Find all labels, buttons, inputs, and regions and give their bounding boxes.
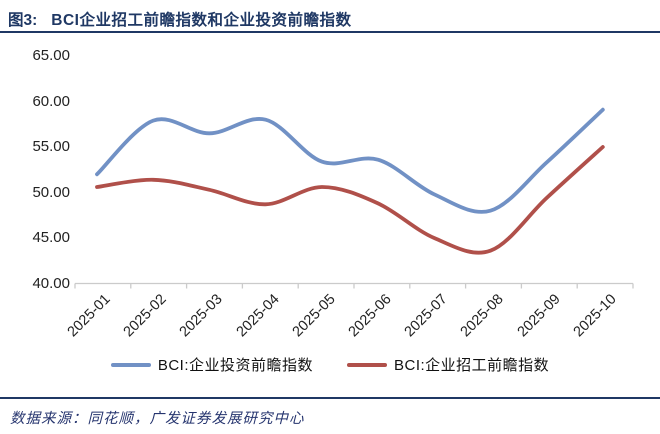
x-axis-line [74, 282, 634, 289]
figure-footer: 数据来源：同花顺，广发证券发展研究中心 [0, 397, 660, 434]
series-line-1 [95, 145, 605, 255]
y-tick-label: 50.00 [32, 183, 70, 201]
legend-item-0: BCI:企业投资前瞻指数 [110, 354, 313, 375]
legend-label: BCI:企业招工前瞻指数 [394, 357, 550, 374]
chart-legend: BCI:企业投资前瞻指数 BCI:企业招工前瞻指数 [0, 354, 660, 375]
figure-header: 图3: BCI企业招工前瞻指数和企业投资前瞻指数 [0, 0, 660, 33]
figure-number-label: 图3: [8, 12, 38, 29]
legend-label: BCI:企业投资前瞻指数 [157, 357, 313, 374]
series-line-0 [95, 107, 605, 214]
y-tick-label: 65.00 [32, 47, 70, 64]
figure-title: BCI企业招工前瞻指数和企业投资前瞻指数 [51, 12, 352, 29]
y-tick-label: 55.00 [32, 138, 70, 155]
source-label: 数据来源： [10, 411, 88, 427]
legend-item-1: BCI:企业招工前瞻指数 [347, 354, 549, 375]
y-tick-label: 40.00 [32, 274, 70, 292]
y-tick-label: 45.00 [32, 229, 70, 246]
y-tick-label: 60.00 [32, 92, 70, 110]
source-text: 同花顺，广发证券发展研究中心 [87, 411, 305, 427]
legend-line-swatch [347, 362, 387, 367]
legend-line-swatch [110, 362, 151, 367]
line-chart: 65.00 60.00 55.00 50.00 45.00 40.00 2025-01 20… [0, 47, 660, 375]
chart-plot-canvas [74, 107, 634, 289]
